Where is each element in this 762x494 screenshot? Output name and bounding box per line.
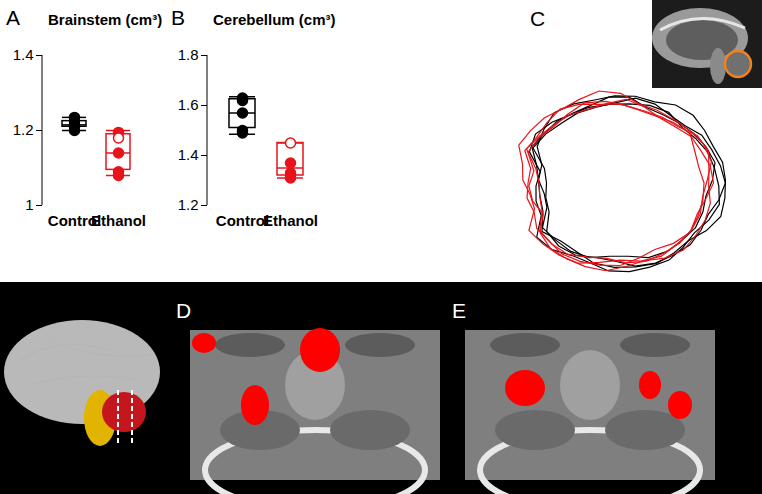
svg-text:1.6: 1.6	[178, 96, 199, 113]
svg-text:1.4: 1.4	[13, 46, 34, 63]
html-text:Brainstem (cm³): Brainstem (cm³)	[48, 11, 163, 28]
svg-text:Control: Control	[216, 212, 269, 229]
svg-text:1.8: 1.8	[178, 46, 199, 63]
svg-text:E: E	[452, 299, 466, 322]
html-text:B: B	[171, 6, 185, 29]
svg-text:Ethanol: Ethanol	[91, 212, 146, 229]
html-text:A: A	[6, 6, 20, 29]
svg-text:D: D	[176, 299, 191, 322]
svg-text:Control: Control	[47, 212, 102, 230]
svg-text:Ethanol: Ethanol	[263, 212, 318, 229]
svg-text:C: C	[530, 7, 545, 30]
html-text:Cerebellum (cm³): Cerebellum (cm³)	[213, 11, 336, 28]
svg-text:1.2: 1.2	[13, 121, 34, 138]
svg-text:1.4: 1.4	[178, 146, 199, 163]
svg-text:1: 1	[25, 196, 33, 213]
svg-text:1.2: 1.2	[178, 196, 199, 213]
